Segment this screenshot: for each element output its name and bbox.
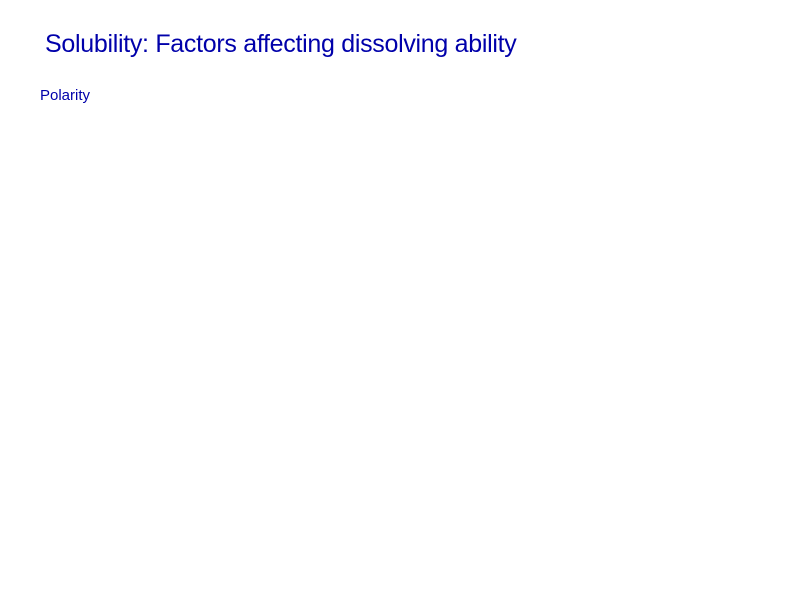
slide-subtitle: Polarity — [40, 87, 755, 104]
slide-container: Solubility: Factors affecting dissolving… — [0, 0, 800, 600]
slide-title: Solubility: Factors affecting dissolving… — [45, 30, 755, 59]
